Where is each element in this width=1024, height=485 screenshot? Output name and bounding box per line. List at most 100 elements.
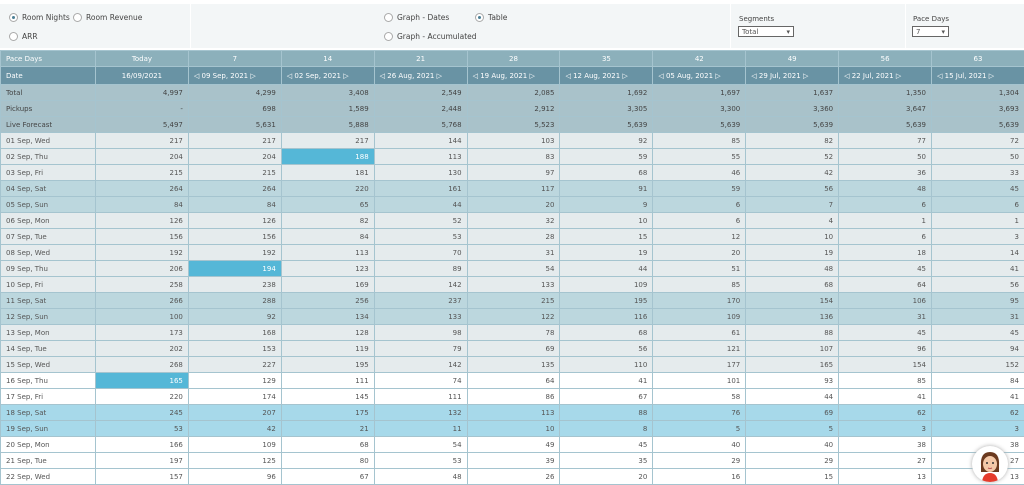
table-cell[interactable]: 50 <box>932 149 1024 165</box>
table-cell[interactable]: 68 <box>746 277 839 293</box>
next-date-icon[interactable]: ▷ <box>622 72 627 80</box>
table-cell[interactable]: 88 <box>746 325 839 341</box>
radio-room-revenue[interactable]: Room Revenue <box>73 13 142 22</box>
table-cell[interactable]: 7 <box>746 197 839 213</box>
next-date-icon[interactable]: ▷ <box>437 72 442 80</box>
table-cell[interactable]: 113 <box>281 245 374 261</box>
table-cell[interactable]: 92 <box>188 309 281 325</box>
table-cell[interactable]: 95 <box>932 293 1024 309</box>
table-cell[interactable]: 204 <box>96 149 189 165</box>
table-cell[interactable]: 45 <box>560 437 653 453</box>
radio-graph-accumulated[interactable]: Graph - Accumulated <box>384 32 477 41</box>
table-cell[interactable]: 12 <box>653 229 746 245</box>
table-cell[interactable]: 38 <box>839 437 932 453</box>
table-cell[interactable]: 15 <box>746 469 839 485</box>
table-cell[interactable]: 85 <box>653 277 746 293</box>
table-cell[interactable]: 31 <box>467 245 560 261</box>
table-cell[interactable]: 41 <box>932 261 1024 277</box>
table-cell[interactable]: 125 <box>188 453 281 469</box>
table-cell[interactable]: 215 <box>467 293 560 309</box>
table-cell[interactable]: 65 <box>281 197 374 213</box>
table-cell[interactable]: 42 <box>188 421 281 437</box>
table-cell[interactable]: 169 <box>281 277 374 293</box>
table-cell[interactable]: 50 <box>839 149 932 165</box>
table-cell[interactable]: 220 <box>281 181 374 197</box>
table-cell[interactable]: 56 <box>746 181 839 197</box>
table-cell[interactable]: 21 <box>281 421 374 437</box>
prev-date-icon[interactable]: ◁ <box>473 72 478 80</box>
segments-select[interactable]: Total▾ <box>738 26 794 37</box>
table-cell[interactable]: 3 <box>932 229 1024 245</box>
table-cell[interactable]: 103 <box>467 133 560 149</box>
prev-date-icon[interactable]: ◁ <box>194 72 199 80</box>
table-cell[interactable]: 3 <box>839 421 932 437</box>
table-cell[interactable]: 109 <box>560 277 653 293</box>
table-cell[interactable]: 181 <box>281 165 374 181</box>
table-cell[interactable]: 10 <box>560 213 653 229</box>
table-cell[interactable]: 245 <box>96 405 189 421</box>
table-cell[interactable]: 53 <box>374 229 467 245</box>
table-cell[interactable]: 49 <box>467 437 560 453</box>
table-cell[interactable]: 132 <box>374 405 467 421</box>
table-cell[interactable]: 84 <box>96 197 189 213</box>
table-cell[interactable]: 20 <box>653 245 746 261</box>
table-cell[interactable]: 109 <box>653 309 746 325</box>
table-cell[interactable]: 40 <box>653 437 746 453</box>
table-cell[interactable]: 70 <box>374 245 467 261</box>
table-cell[interactable]: 20 <box>467 197 560 213</box>
table-cell[interactable]: 142 <box>374 357 467 373</box>
table-cell[interactable]: 237 <box>374 293 467 309</box>
table-cell[interactable]: 48 <box>746 261 839 277</box>
table-cell[interactable]: 36 <box>839 165 932 181</box>
table-cell[interactable]: 31 <box>839 309 932 325</box>
table-cell[interactable]: 122 <box>467 309 560 325</box>
table-cell[interactable]: 128 <box>281 325 374 341</box>
table-cell[interactable]: 156 <box>188 229 281 245</box>
pace-days-select[interactable]: 7▾ <box>912 26 949 37</box>
table-cell[interactable]: 207 <box>188 405 281 421</box>
table-cell[interactable]: 56 <box>932 277 1024 293</box>
table-cell[interactable]: 98 <box>374 325 467 341</box>
table-cell[interactable]: 42 <box>746 165 839 181</box>
highlighted-cell[interactable]: 188 <box>281 149 374 165</box>
table-cell[interactable]: 217 <box>188 133 281 149</box>
table-cell[interactable]: 206 <box>96 261 189 277</box>
table-cell[interactable]: 74 <box>374 373 467 389</box>
table-cell[interactable]: 101 <box>653 373 746 389</box>
prev-date-icon[interactable]: ◁ <box>751 72 756 80</box>
table-cell[interactable]: 69 <box>746 405 839 421</box>
table-cell[interactable]: 217 <box>96 133 189 149</box>
table-cell[interactable]: 5 <box>746 421 839 437</box>
table-cell[interactable]: 129 <box>188 373 281 389</box>
table-cell[interactable]: 16 <box>653 469 746 485</box>
table-cell[interactable]: 154 <box>839 357 932 373</box>
table-cell[interactable]: 113 <box>374 149 467 165</box>
table-cell[interactable]: 106 <box>839 293 932 309</box>
prev-date-icon[interactable]: ◁ <box>380 72 385 80</box>
table-cell[interactable]: 68 <box>560 325 653 341</box>
table-cell[interactable]: 64 <box>467 373 560 389</box>
table-cell[interactable]: 80 <box>281 453 374 469</box>
table-cell[interactable]: 84 <box>932 373 1024 389</box>
table-cell[interactable]: 96 <box>188 469 281 485</box>
table-cell[interactable]: 264 <box>96 181 189 197</box>
table-cell[interactable]: 154 <box>746 293 839 309</box>
table-cell[interactable]: 19 <box>746 245 839 261</box>
table-cell[interactable]: 46 <box>653 165 746 181</box>
table-cell[interactable]: 133 <box>374 309 467 325</box>
table-cell[interactable]: 175 <box>281 405 374 421</box>
table-cell[interactable]: 94 <box>932 341 1024 357</box>
table-cell[interactable]: 84 <box>188 197 281 213</box>
table-cell[interactable]: 32 <box>467 213 560 229</box>
table-cell[interactable]: 142 <box>374 277 467 293</box>
prev-date-icon[interactable]: ◁ <box>658 72 663 80</box>
table-cell[interactable]: 55 <box>653 149 746 165</box>
next-date-icon[interactable]: ▷ <box>989 72 994 80</box>
table-cell[interactable]: 20 <box>560 469 653 485</box>
table-cell[interactable]: 67 <box>281 469 374 485</box>
table-cell[interactable]: 100 <box>96 309 189 325</box>
table-cell[interactable]: 130 <box>374 165 467 181</box>
table-cell[interactable]: 96 <box>839 341 932 357</box>
table-cell[interactable]: 195 <box>281 357 374 373</box>
table-cell[interactable]: 54 <box>467 261 560 277</box>
